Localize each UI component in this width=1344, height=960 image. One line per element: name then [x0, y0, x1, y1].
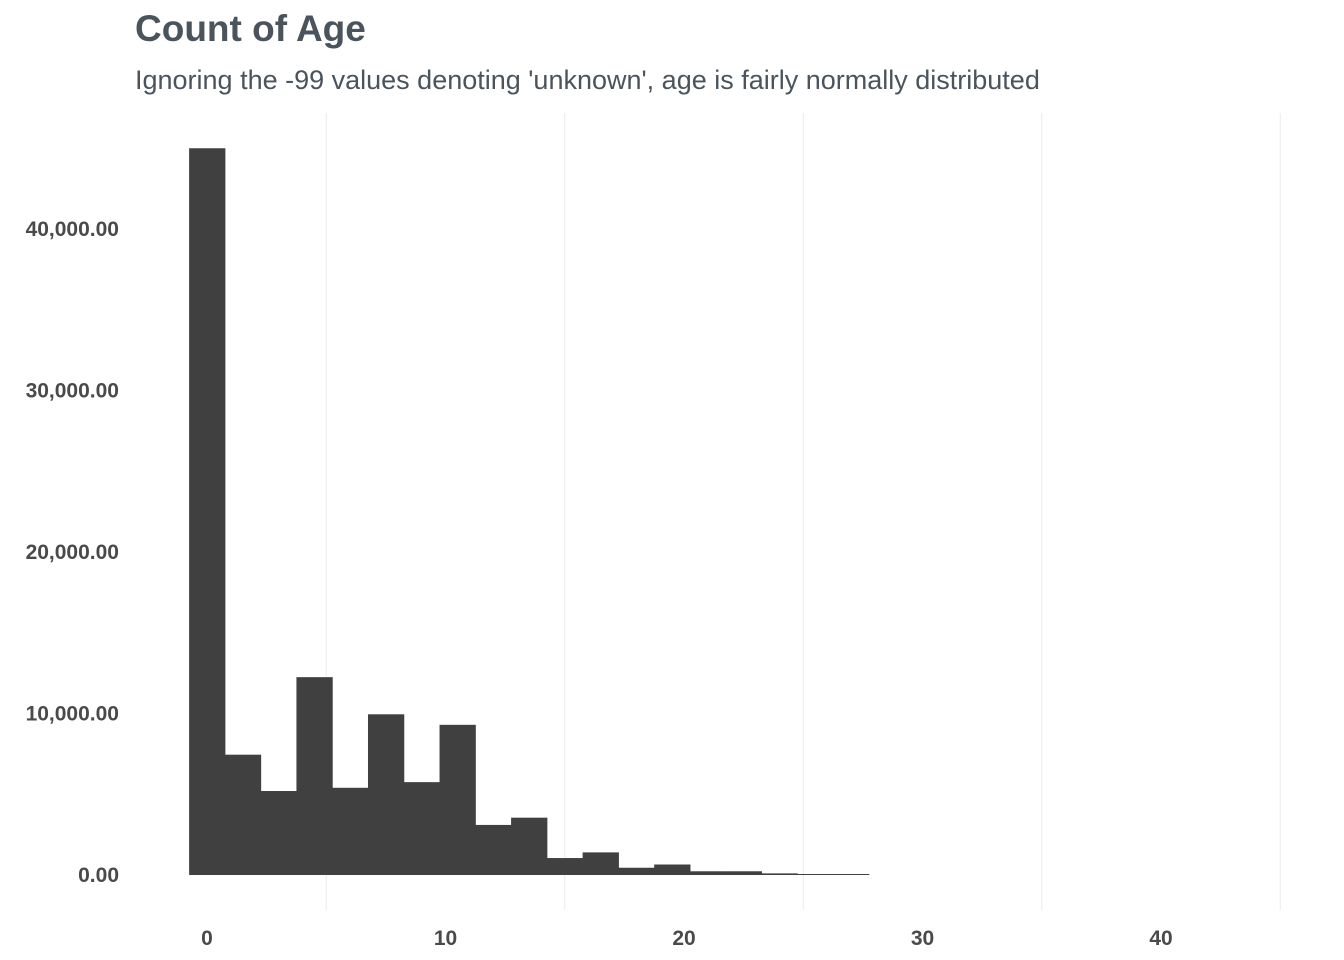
histogram-bar-3 [296, 677, 333, 875]
histogram-bar-17 [797, 874, 834, 875]
histogram-bar-5 [367, 714, 405, 875]
histogram-bar-16 [761, 873, 798, 875]
grid-lines [325, 113, 1281, 910]
histogram-bar-0 [189, 148, 226, 875]
histogram-bar-2 [260, 791, 297, 875]
histogram-bars [189, 148, 870, 875]
histogram-bar-1 [224, 754, 262, 875]
histogram-bar-8 [475, 824, 512, 875]
histogram-bar-7 [439, 724, 476, 875]
y-tick-label: 40,000.00 [26, 218, 119, 241]
x-tick-label: 10 [434, 927, 457, 950]
histogram-bar-10 [546, 858, 584, 875]
y-tick-label: 30,000.00 [26, 380, 119, 403]
histogram-bar-11 [582, 852, 619, 875]
histogram-bar-14 [689, 871, 727, 875]
x-tick-label: 0 [201, 927, 213, 950]
histogram-bar-12 [618, 867, 655, 875]
histogram-bar-15 [725, 871, 763, 875]
histogram-bar-13 [654, 864, 691, 875]
chart-subtitle: Ignoring the -99 values denoting 'unknow… [135, 65, 1040, 95]
y-tick-label: 10,000.00 [26, 703, 119, 726]
histogram-bar-9 [511, 817, 548, 875]
histogram-bar-4 [332, 787, 369, 875]
y-tick-label: 20,000.00 [26, 541, 119, 564]
x-tick-label: 40 [1149, 927, 1172, 950]
x-tick-label: 30 [911, 927, 934, 950]
y-axis-ticks: 0.00 10,000.00 20,000.00 30,000.00 40,000.00 [26, 218, 119, 887]
histogram-bar-6 [403, 782, 441, 875]
y-tick-label: 0.00 [78, 864, 119, 887]
x-tick-label: 20 [672, 927, 695, 950]
x-axis-ticks: 0 10 20 30 40 [201, 927, 1173, 950]
histogram-bar-18 [833, 874, 870, 875]
chart-title: Count of Age [135, 8, 366, 49]
